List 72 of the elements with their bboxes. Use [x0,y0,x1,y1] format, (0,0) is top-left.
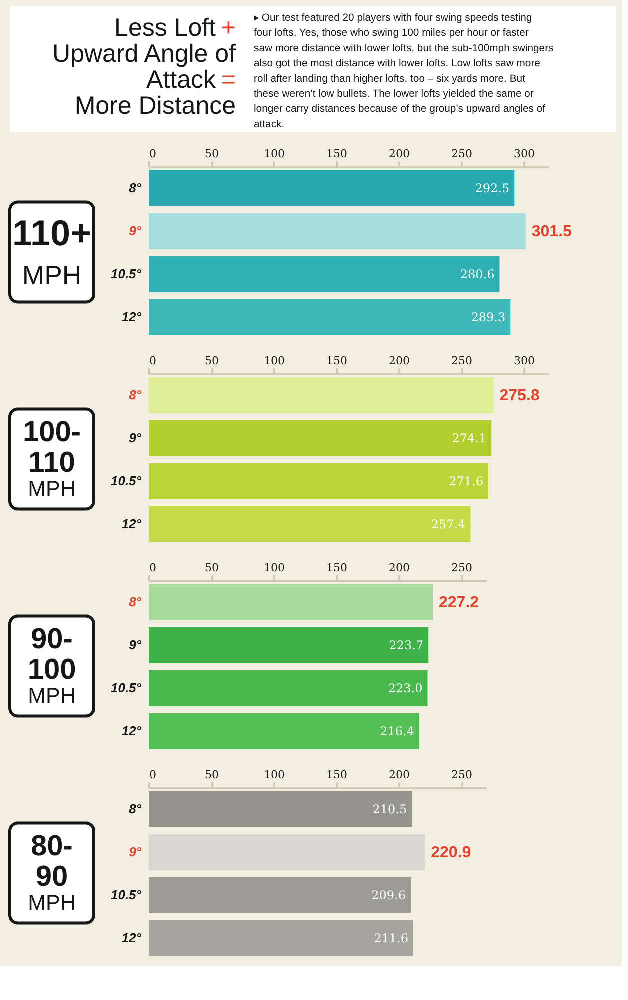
data-label: 223.7 [389,638,424,652]
x-tick-label: 200 [389,768,410,782]
x-tick-label: 250 [452,148,472,160]
y-tick-label: 9° [129,844,142,860]
y-tick-label: 10.5° [110,680,142,696]
data-label: 257.4 [431,518,466,532]
x-tick-label: 50 [205,768,219,782]
data-label: 209.6 [372,888,406,902]
y-tick-label: 9° [129,638,142,652]
x-tick-label: 250 [452,354,472,368]
x-tick-label: 300 [514,354,535,368]
y-tick-label: 12° [122,310,142,324]
bar [149,213,526,250]
text: ▸ Our test featured 20 players with four swing speeds testing four lofts. Yes, those who swing 100 miles per hour or faster saw more distance with lower lofts, but the sub-100mph swingers also got the most distance with lower lofts. Low lofts saw more roll after landing than higher lofts, too – six yards more. But these weren’t low bullets. The lower lofts yielded the same or longer carry distances because of the group’s upward angles of attack. [254,13,554,130]
x-tick-label: 50 [205,354,219,368]
x-tick-label: 200 [389,354,410,368]
data-label: 223.0 [388,682,423,696]
x-tick-label: 300 [514,148,535,160]
text: Less Loft + Upward Angle of Attack = More Distance [52,14,236,120]
y-tick-label: 10.5° [110,888,142,902]
x-tick-label: 100 [264,354,285,368]
data-label: 271.6 [449,474,484,488]
y-tick-label: 12° [122,930,142,946]
y-tick-label: 12° [122,516,142,532]
bar [149,420,492,457]
x-tick-label: 150 [326,148,348,160]
x-tick-label: 100 [264,562,285,574]
data-label: 211.6 [374,932,408,946]
y-tick-label: 10.5° [110,266,142,282]
x-tick-label: 0 [150,354,156,368]
data-label: 289.3 [471,310,506,324]
x-tick-label: 150 [326,354,348,368]
x-tick-label: 0 [150,562,156,574]
text: 90-100 MPH [28,624,76,708]
x-tick-label: 50 [205,562,219,574]
data-label: 274.1 [452,432,487,446]
data-label: 210.5 [372,802,408,816]
data-label: 280.6 [460,268,495,282]
data-label: 275.8 [500,388,540,404]
x-tick-label: 150 [326,562,348,574]
y-tick-label: 8° [129,802,142,816]
x-tick-label: 150 [326,768,348,782]
bar [149,256,500,293]
bar [149,170,515,207]
x-tick-label: 250 [452,562,472,574]
x-tick-label: 200 [389,148,410,160]
y-tick-label: 9° [129,430,142,446]
data-label: 301.5 [532,224,572,240]
y-tick-label: 10.5° [110,474,142,488]
y-tick-label: 12° [122,724,142,738]
text: 80-90 MPH [28,830,76,915]
data-label: 220.9 [431,844,472,862]
x-tick-label: 100 [264,768,285,782]
bar [149,463,488,500]
y-tick-label: 9° [129,224,142,238]
x-tick-label: 250 [452,768,472,782]
y-tick-label: 8° [129,388,142,402]
text: 100-110 MPH [22,416,82,501]
x-tick-label: 0 [150,148,156,160]
x-tick-label: 0 [150,768,156,782]
x-tick-label: 50 [205,148,219,160]
data-label: 216.4 [380,724,415,738]
bar [149,377,494,414]
x-tick-label: 200 [389,562,410,574]
data-label: 292.5 [475,182,510,196]
y-tick-label: 8° [129,594,142,610]
data-label: 227.2 [439,594,480,612]
bar [149,506,471,543]
text: 110+ MPH [12,212,92,290]
x-tick-label: 100 [264,148,285,160]
y-tick-label: 8° [129,180,142,196]
bar [149,299,511,336]
